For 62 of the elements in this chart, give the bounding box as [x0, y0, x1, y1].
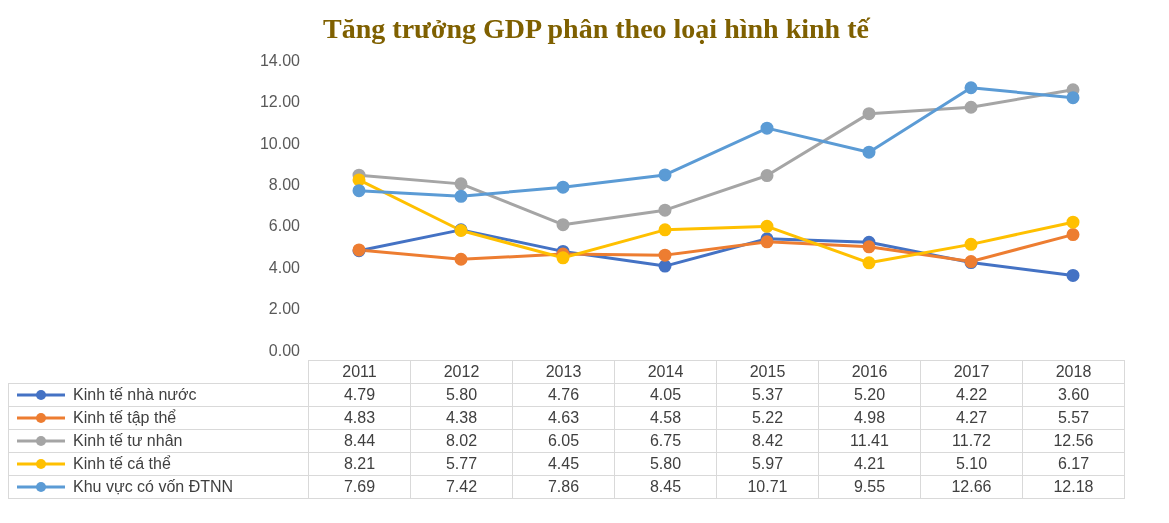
chart-title: Tăng trưởng GDP phân theo loại hình kinh tế — [322, 12, 871, 46]
x-tick-label: 2015 — [716, 360, 819, 384]
x-tick-label: 2014 — [614, 360, 717, 384]
data-label: 11.72 — [920, 429, 1023, 453]
data-label: 5.97 — [716, 452, 819, 476]
y-tick-label: 4.00 — [268, 258, 301, 276]
data-label: 4.83 — [308, 406, 411, 430]
data-label: 4.05 — [614, 383, 717, 407]
x-tick-label: 2012 — [410, 360, 513, 384]
data-label: 5.80 — [410, 383, 513, 407]
y-tick-label: 0.00 — [268, 341, 301, 359]
data-label: 10.71 — [716, 475, 819, 499]
data-label: 4.79 — [308, 383, 411, 407]
data-label: 12.66 — [920, 475, 1023, 499]
data-label: 3.60 — [1022, 383, 1125, 407]
data-label: 4.98 — [818, 406, 921, 430]
data-label: 9.55 — [818, 475, 921, 499]
data-label: 6.75 — [614, 429, 717, 453]
data-label: 8.45 — [614, 475, 717, 499]
x-tick-label: 2011 — [308, 360, 411, 384]
data-label: 4.58 — [614, 406, 717, 430]
y-tick-label: 6.00 — [268, 217, 301, 235]
data-label: 5.77 — [410, 452, 513, 476]
data-label: 4.45 — [512, 452, 615, 476]
data-label: 12.56 — [1022, 429, 1125, 453]
x-tick-label: 2016 — [818, 360, 921, 384]
data-label: 7.42 — [410, 475, 513, 499]
x-tick-label: 2017 — [920, 360, 1023, 384]
x-tick-label: 2018 — [1022, 360, 1125, 384]
data-label: 6.05 — [512, 429, 615, 453]
data-label: 4.63 — [512, 406, 615, 430]
legend-label: Kinh tế tư nhân — [72, 431, 183, 450]
legend-label: Kinh tế tập thể — [72, 408, 177, 427]
data-label: 7.86 — [512, 475, 615, 499]
data-label: 4.22 — [920, 383, 1023, 407]
data-label: 6.17 — [1022, 452, 1125, 476]
legend-label: Kinh tế cá thể — [72, 454, 171, 473]
data-label: 4.21 — [818, 452, 921, 476]
legend-label: Kinh tế nhà nước — [72, 385, 197, 404]
data-label: 4.27 — [920, 406, 1023, 430]
data-label: 8.42 — [716, 429, 819, 453]
data-label: 5.20 — [818, 383, 921, 407]
y-tick-label: 14.00 — [259, 51, 301, 69]
data-label: 5.10 — [920, 452, 1023, 476]
y-tick-label: 8.00 — [268, 175, 301, 193]
y-tick-label: 2.00 — [268, 300, 301, 318]
y-tick-label: 12.00 — [259, 93, 301, 111]
data-label: 8.44 — [308, 429, 411, 453]
legend-label: Khu vực có vốn ĐTNN — [72, 477, 234, 496]
data-label: 8.21 — [308, 452, 411, 476]
data-label: 11.41 — [818, 429, 921, 453]
data-label: 8.02 — [410, 429, 513, 453]
data-label: 5.37 — [716, 383, 819, 407]
data-label: 12.18 — [1022, 475, 1125, 499]
data-label: 5.22 — [716, 406, 819, 430]
x-tick-label: 2013 — [512, 360, 615, 384]
data-label: 4.76 — [512, 383, 615, 407]
data-label: 7.69 — [308, 475, 411, 499]
y-tick-label: 10.00 — [259, 134, 301, 152]
data-label: 5.80 — [614, 452, 717, 476]
data-label: 4.38 — [410, 406, 513, 430]
data-label: 5.57 — [1022, 406, 1125, 430]
